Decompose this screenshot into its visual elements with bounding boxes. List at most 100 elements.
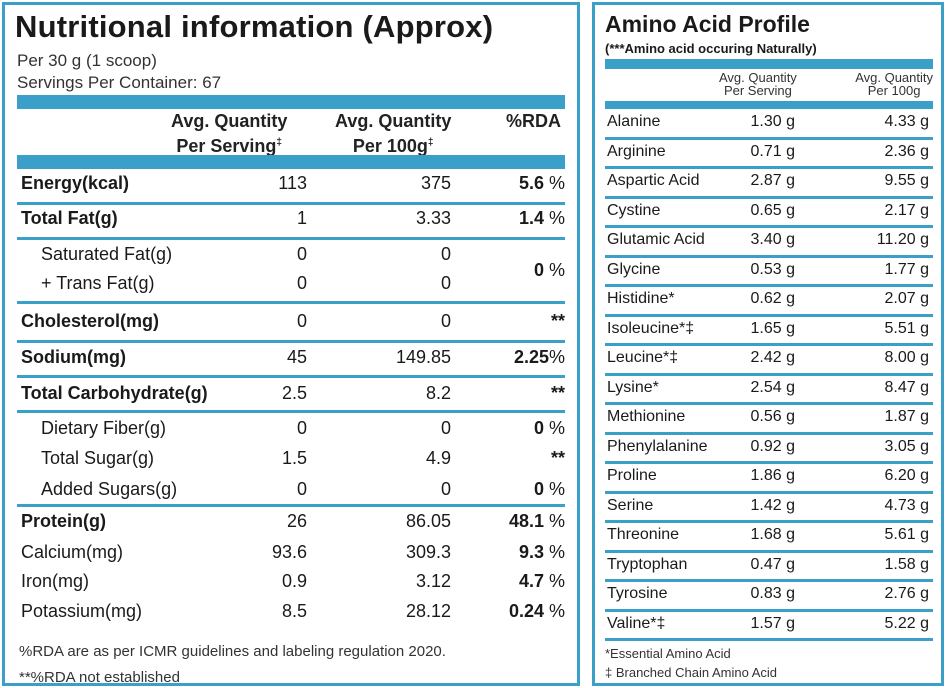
amino-name: Phenylalanine xyxy=(607,437,708,455)
amino-per-serving: 0.71 g xyxy=(750,142,795,160)
per-100g-value: 0 xyxy=(440,479,451,499)
amino-row-separator xyxy=(605,638,933,641)
amino-name: Glycine xyxy=(607,260,661,278)
amino-row-separator xyxy=(605,166,933,169)
amino-header-bottom-bar xyxy=(605,101,933,109)
amino-per-100g: 5.51 g xyxy=(884,319,929,337)
amino-name: Glutamic Acid xyxy=(607,231,705,248)
per-100g-value: 28.12 xyxy=(405,601,451,621)
amino-per-100g: 2.17 g xyxy=(884,201,929,219)
amino-per-serving: 3.40 g xyxy=(750,231,795,248)
amino-per-100g: 1.77 g xyxy=(884,260,929,278)
nutrient-name: Dietary Fiber(g) xyxy=(41,418,167,438)
amino-row: Tyrosine 0.83 g 2.76 g xyxy=(605,581,933,608)
per-100g-value: 375 xyxy=(420,173,451,193)
amino-row: Isoleucine*‡ 1.65 g 5.51 g xyxy=(605,316,933,343)
per-serving-value: 2.5 xyxy=(281,383,307,403)
amino-row-separator xyxy=(605,195,933,199)
amino-row-separator xyxy=(605,461,933,464)
rda-value: ** xyxy=(550,448,565,468)
amino-row: Lysine* 2.54 g 8.47 g xyxy=(605,375,933,402)
amino-per-serving: 1.65 g xyxy=(750,319,795,337)
amino-per-serving: 1.57 g xyxy=(750,614,795,632)
per-serving-value: 1.5 xyxy=(281,448,307,468)
amino-row: Valine*‡ 1.57 g 5.22 g xyxy=(605,611,933,638)
amino-per-100g: 2.07 g xyxy=(884,290,929,307)
amino-per-serving: 2.54 g xyxy=(750,378,795,396)
amino-row-separator xyxy=(605,254,933,258)
amino-name: Proline xyxy=(607,467,657,484)
per-serving-value: 0 xyxy=(296,311,307,331)
amino-header-top-bar xyxy=(605,59,933,69)
amino-name: Threonine xyxy=(607,526,680,543)
amino-per-serving: 0.47 g xyxy=(750,555,795,573)
amino-per-100g: 1.58 g xyxy=(884,555,929,573)
amino-per-serving: 1.86 g xyxy=(750,467,795,484)
amino-row-separator xyxy=(605,284,933,287)
amino-row: Cystine 0.65 g 2.17 g xyxy=(605,198,933,225)
amino-name: Methionine xyxy=(607,408,686,425)
per-100g-value: 0 xyxy=(440,273,451,293)
per-100g-value: 8.2 xyxy=(425,383,451,403)
amino-header-per-serving: Avg. Quantity Per Serving xyxy=(719,70,797,98)
nutrient-name: Total Carbohydrate(g) xyxy=(21,383,208,403)
nutrient-name: Energy(kcal) xyxy=(21,173,130,193)
amino-row: Tryptophan 0.47 g 1.58 g xyxy=(605,552,933,579)
amino-row: Leucine*‡ 2.42 g 8.00 g xyxy=(605,345,933,372)
amino-row-separator xyxy=(605,313,933,317)
amino-row: Methionine 0.56 g 1.87 g xyxy=(605,404,933,431)
amino-header-per-100g: Avg. Quantity Per 100g xyxy=(855,70,933,98)
amino-per-100g: 9.55 g xyxy=(884,172,929,189)
per-serving-value: 0 xyxy=(296,244,307,264)
row-separator xyxy=(17,237,565,240)
amino-name: Leucine*‡ xyxy=(607,349,679,366)
rda-value: 0 % xyxy=(533,479,565,499)
amino-row-separator xyxy=(605,343,933,346)
per-serving-value: 26 xyxy=(286,511,307,531)
header-per-serving: Avg. Quantity Per Serving‡ xyxy=(171,111,288,156)
amino-name: Cystine xyxy=(607,201,661,219)
rda-value: 9.3 % xyxy=(518,542,565,562)
amino-per-100g: 5.22 g xyxy=(884,614,929,632)
amino-per-serving: 1.68 g xyxy=(750,526,795,543)
amino-row-separator xyxy=(605,549,933,553)
amino-per-100g: 8.00 g xyxy=(884,349,929,366)
per-serving-value: 8.5 xyxy=(281,601,307,621)
amino-name: Isoleucine*‡ xyxy=(607,319,695,337)
rda-value: 0 % xyxy=(533,260,565,280)
amino-row-separator xyxy=(605,136,933,140)
row-separator xyxy=(17,301,565,304)
amino-row-separator xyxy=(605,608,933,612)
nutrient-name: Total Sugar(g) xyxy=(41,448,155,468)
amino-per-100g: 1.87 g xyxy=(884,408,929,425)
per-100g-value: 0 xyxy=(440,418,451,438)
amino-name: Aspartic Acid xyxy=(607,172,700,189)
rda-value: 5.6 % xyxy=(518,173,565,193)
amino-per-serving: 2.42 g xyxy=(750,349,795,366)
rda-value: ** xyxy=(550,311,565,331)
amino-per-100g: 2.76 g xyxy=(884,585,929,602)
amino-per-serving: 0.83 g xyxy=(750,585,795,602)
amino-row: Phenylalanine 0.92 g 3.05 g xyxy=(605,434,933,461)
row-separator xyxy=(17,340,565,343)
amino-row-separator xyxy=(605,431,933,435)
amino-row-separator xyxy=(605,372,933,376)
per-100g-value: 3.12 xyxy=(415,571,451,591)
per-100g-value: 0 xyxy=(440,244,451,264)
row-separator xyxy=(17,202,565,205)
row-separator xyxy=(17,504,565,507)
header-top-bar xyxy=(17,95,565,109)
amino-name: Tyrosine xyxy=(607,585,668,602)
per-serving-value: 45 xyxy=(286,347,307,367)
amino-per-100g: 11.20 g xyxy=(876,231,929,248)
nutrient-name: Sodium(mg) xyxy=(21,347,126,367)
amino-row: Aspartic Acid 2.87 g 9.55 g xyxy=(605,168,933,195)
per-serving-value: 1 xyxy=(296,208,307,228)
nutrition-title: Nutritional information (Approx) xyxy=(15,9,494,44)
per-serving-value: 0 xyxy=(296,418,307,438)
row-separator xyxy=(17,410,565,413)
amino-name: Arginine xyxy=(607,142,666,160)
rda-footnote: %RDA are as per ICMR guidelines and labe… xyxy=(19,643,446,660)
amino-per-serving: 0.65 g xyxy=(750,201,795,219)
nutrient-name: + Trans Fat(g) xyxy=(41,273,155,293)
